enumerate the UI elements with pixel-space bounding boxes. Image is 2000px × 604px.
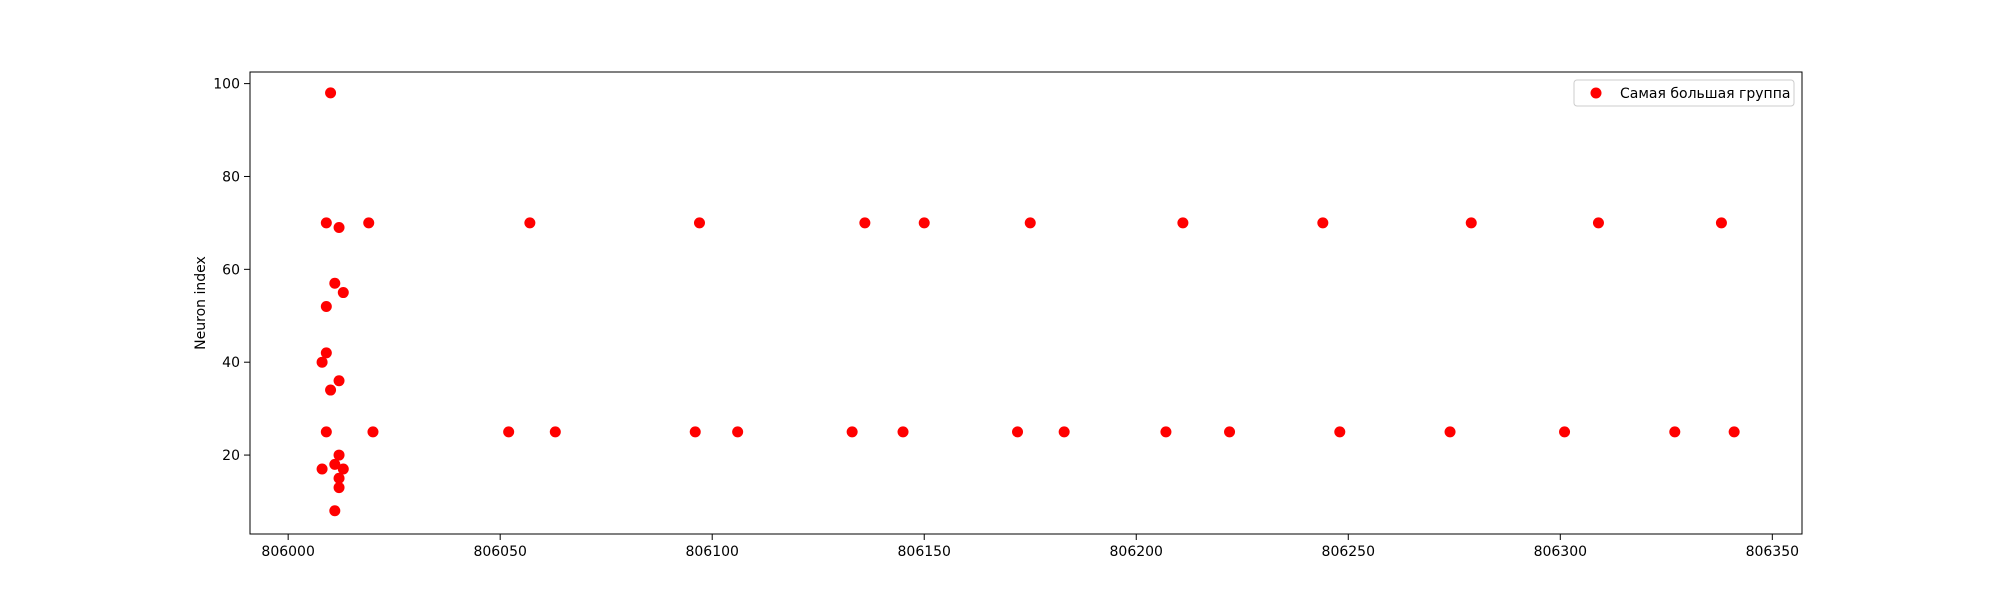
- data-point: [1160, 426, 1172, 438]
- data-point: [1224, 426, 1236, 438]
- data-point: [320, 217, 332, 229]
- x-tick-label: 806300: [1534, 544, 1587, 560]
- data-point: [320, 347, 332, 359]
- data-point: [1669, 426, 1681, 438]
- x-tick-label: 806050: [473, 544, 526, 560]
- data-point: [320, 300, 332, 312]
- data-point: [897, 426, 909, 438]
- legend: Самая большая группа: [1573, 79, 1795, 107]
- data-point: [325, 87, 337, 99]
- data-point: [1058, 426, 1070, 438]
- data-point: [1334, 426, 1346, 438]
- data-point: [367, 426, 379, 438]
- data-point: [1592, 217, 1604, 229]
- data-point: [524, 217, 536, 229]
- data-point: [316, 356, 328, 368]
- data-point: [549, 426, 561, 438]
- data-point: [329, 505, 341, 517]
- data-points: [316, 87, 1740, 517]
- data-point: [329, 458, 341, 470]
- data-point: [503, 426, 515, 438]
- y-tick-label: 80: [222, 169, 240, 185]
- plot-area: [250, 72, 1802, 534]
- data-point: [1177, 217, 1189, 229]
- data-point: [1465, 217, 1477, 229]
- data-point: [732, 426, 744, 438]
- legend-marker: [1590, 87, 1602, 99]
- data-point: [1715, 217, 1727, 229]
- data-point: [333, 222, 345, 234]
- data-point: [333, 482, 345, 494]
- data-point: [859, 217, 871, 229]
- legend-label: Самая большая группа: [1620, 86, 1790, 102]
- data-point: [1317, 217, 1329, 229]
- data-point: [1728, 426, 1740, 438]
- data-point: [1024, 217, 1036, 229]
- data-point: [325, 384, 337, 396]
- y-tick-label: 60: [222, 262, 240, 278]
- data-point: [329, 277, 341, 289]
- x-tick-label: 806200: [1110, 544, 1163, 560]
- data-point: [320, 426, 332, 438]
- data-point: [918, 217, 930, 229]
- y-tick-label: 40: [222, 355, 240, 371]
- x-tick-label: 806350: [1746, 544, 1799, 560]
- y-axis-ticks: 20 40 60 80 100: [213, 77, 250, 464]
- data-point: [333, 449, 345, 461]
- data-point: [693, 217, 705, 229]
- x-tick-label: 806250: [1322, 544, 1375, 560]
- data-point: [337, 463, 349, 475]
- x-tick-label: 806100: [685, 544, 738, 560]
- legend-box: [1573, 79, 1795, 107]
- data-point: [1012, 426, 1024, 438]
- data-point: [1444, 426, 1456, 438]
- y-tick-label: 100: [213, 77, 240, 93]
- data-point: [689, 426, 701, 438]
- data-point: [1559, 426, 1571, 438]
- data-point: [363, 217, 375, 229]
- x-tick-label: 806150: [898, 544, 951, 560]
- data-point: [337, 287, 349, 299]
- data-point: [316, 463, 328, 475]
- y-tick-label: 20: [222, 448, 240, 464]
- plot-frame: [249, 71, 1803, 535]
- data-point: [846, 426, 858, 438]
- data-point: [333, 375, 345, 387]
- x-tick-label: 806000: [261, 544, 314, 560]
- x-axis-ticks: 806000 806050 806100 806150 806200 806250 8063…: [261, 534, 1799, 560]
- y-axis-label: Neuron index: [193, 256, 209, 350]
- data-point: [333, 472, 345, 484]
